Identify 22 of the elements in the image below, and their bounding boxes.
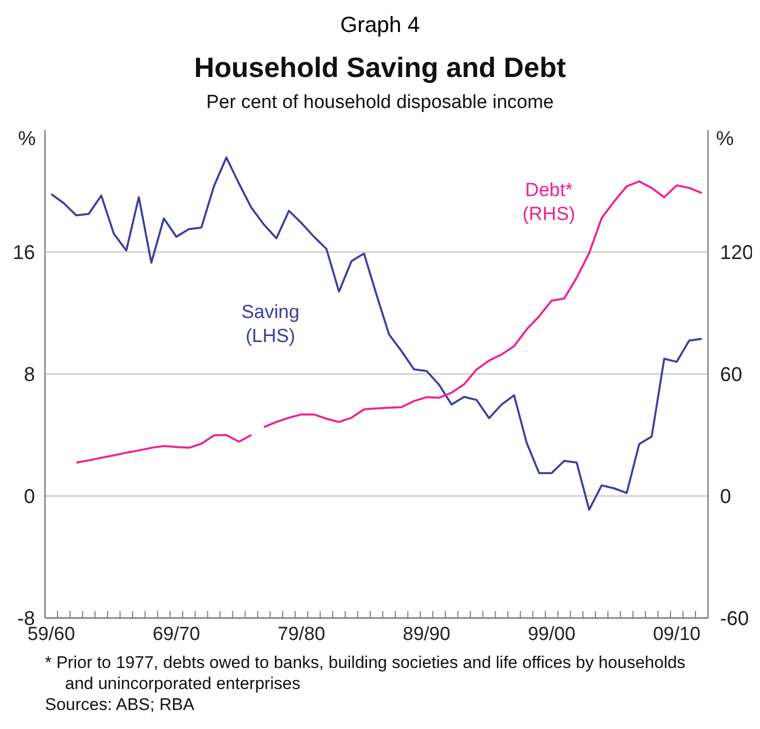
- chart-subtitle: Per cent of household disposable income: [205, 92, 555, 114]
- y-tick-label: 8: [24, 364, 35, 386]
- caption: Graph 4: [339, 12, 421, 38]
- y2-tick-label: 0: [720, 486, 732, 508]
- source-note: Sources: ABS; RBA: [45, 694, 196, 715]
- line-series: [50, 156, 703, 511]
- chart-title: Household Saving and Debt: [193, 52, 567, 84]
- x-tick-label: 99/00: [528, 624, 576, 645]
- x-tick-label: 79/80: [278, 624, 326, 645]
- y2-tick-label: -60: [720, 608, 749, 630]
- series-label: Debt* (RHS): [521, 178, 576, 227]
- x-tick-label: 69/70: [152, 624, 200, 645]
- y2-tick-label: 60: [720, 364, 742, 386]
- y-tick-label: 16: [12, 242, 35, 264]
- x-tick-label: 09/10: [652, 624, 700, 645]
- text: Saving (LHS): [240, 300, 300, 349]
- text: * Prior to 1977, debts owed to banks, building societies and life offices by households and unincorporated enterprises: [45, 652, 686, 694]
- y-tick-label: 0: [24, 486, 35, 508]
- x-tick-label: 89/90: [402, 624, 450, 645]
- y-axis-title: %: [18, 128, 36, 151]
- y2-axis-title: %: [716, 128, 734, 151]
- line-series: [75, 434, 252, 464]
